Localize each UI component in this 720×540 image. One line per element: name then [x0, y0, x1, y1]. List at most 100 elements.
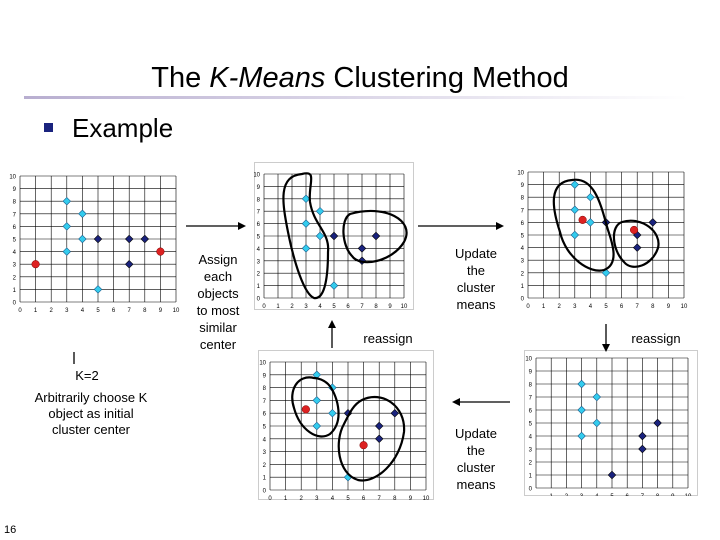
cluster-a-point	[78, 234, 87, 244]
plot-reassign: 0 1 2 3 4 5 6 7 8 9 10 0 1 2 3 4 5 6 7 8 9 10	[258, 350, 434, 500]
x-tick-label: 5	[96, 308, 100, 314]
x-tick-label: 6	[626, 494, 630, 496]
x-tick-label: 6	[362, 496, 366, 500]
label-k: K=2	[75, 368, 99, 383]
cluster-b-point	[124, 259, 134, 269]
y-tick-label: 10	[517, 171, 524, 177]
cluster-a-point	[62, 196, 72, 206]
title-italic: K-Means	[209, 62, 326, 94]
cluster-a-point	[301, 219, 311, 228]
x-tick-label: 8	[143, 308, 147, 314]
cluster-b-point	[140, 234, 150, 244]
x-tick-label: 2	[50, 308, 54, 314]
cluster-b-point	[638, 431, 647, 441]
cluster-b-point	[329, 231, 339, 241]
x-tick-label: 0	[268, 496, 272, 500]
cluster-outline	[337, 395, 406, 482]
y-tick-label: 7	[257, 210, 261, 216]
cluster-a-point	[312, 421, 322, 431]
x-tick-label: 3	[65, 308, 69, 314]
x-tick-label: 2	[290, 304, 294, 310]
y-tick-label: 7	[521, 208, 525, 214]
cluster-a-point	[577, 431, 586, 441]
centroid-point	[578, 215, 587, 224]
y-tick-label: 5	[13, 238, 17, 244]
y-tick-label: 7	[263, 399, 267, 405]
cluster-a-point	[78, 209, 87, 219]
y-tick-label: 0	[263, 489, 267, 495]
y-tick-label: 6	[13, 225, 17, 231]
x-tick-label: 1	[550, 494, 554, 496]
x-tick-label: 1	[542, 304, 546, 310]
cluster-a-point	[586, 218, 595, 227]
y-tick-label: 2	[263, 463, 267, 469]
x-tick-label: 8	[393, 496, 397, 500]
y-tick-label: 4	[13, 250, 17, 256]
label-reassign-mid: reassign	[363, 331, 413, 346]
y-tick-label: 9	[263, 373, 267, 379]
title-rule	[24, 96, 688, 99]
x-tick-label: 1	[284, 496, 288, 500]
slide-number: 16	[4, 524, 17, 536]
x-tick-label: 7	[360, 304, 364, 310]
x-tick-label: 9	[671, 494, 675, 496]
x-tick-label: 10	[685, 494, 692, 496]
x-tick-label: 0	[18, 308, 22, 314]
y-tick-label: 0	[257, 297, 261, 303]
y-tick-label: 5	[521, 234, 525, 240]
x-tick-label: 4	[318, 304, 322, 310]
x-tick-label: 7	[641, 494, 645, 496]
y-tick-label: 4	[529, 435, 533, 441]
cluster-outline	[342, 209, 408, 264]
cluster-b-point	[638, 444, 647, 454]
y-tick-label: 3	[13, 263, 17, 269]
y-tick-label: 3	[257, 259, 261, 265]
cluster-a-point	[577, 405, 586, 415]
centroid-point	[156, 247, 165, 256]
y-tick-label: 2	[521, 271, 525, 277]
cluster-a-point	[312, 396, 322, 405]
label-arbitrarily: Arbitrarily choose K object as initial c…	[34, 390, 148, 437]
x-tick-label: 8	[374, 304, 378, 310]
x-tick-label: 9	[667, 304, 671, 310]
y-tick-label: 2	[13, 275, 17, 281]
x-tick-label: 3	[580, 494, 584, 496]
x-tick-label: 3	[315, 496, 319, 500]
cluster-a-point	[315, 231, 325, 241]
cluster-b-point	[607, 470, 617, 480]
x-tick-label: 7	[378, 496, 382, 500]
cluster-b-point	[357, 244, 367, 253]
x-tick-label: 8	[656, 494, 660, 496]
y-tick-label: 3	[263, 450, 267, 456]
x-tick-label: 5	[346, 496, 350, 500]
x-tick-label: 2	[300, 496, 304, 500]
x-tick-label: 3	[573, 304, 577, 310]
x-tick-label: 8	[651, 304, 655, 310]
y-tick-label: 1	[257, 284, 261, 290]
y-tick-label: 8	[13, 200, 17, 206]
y-tick-label: 3	[521, 259, 525, 265]
x-tick-label: 6	[112, 308, 116, 314]
cluster-a-point	[62, 247, 72, 256]
y-tick-label: 2	[529, 461, 533, 467]
plot-initial: 0 1 2 3 4 5 6 7 8 9 10 0 1 2 3 4 5 6 7 8 9 10	[9, 175, 180, 315]
cluster-outline	[612, 219, 660, 268]
x-tick-label: 6	[346, 304, 350, 310]
cluster-b-point	[390, 408, 400, 418]
cluster-outline	[552, 178, 615, 272]
x-tick-label: 7	[128, 308, 132, 314]
y-tick-label: 6	[521, 221, 525, 227]
y-tick-label: 8	[263, 386, 267, 392]
y-tick-label: 10	[525, 357, 532, 363]
centroid-point	[630, 225, 639, 235]
x-tick-label: 2	[565, 494, 569, 496]
y-tick-label: 3	[529, 448, 533, 454]
cluster-a-point	[328, 408, 337, 418]
cluster-b-point	[124, 234, 134, 244]
cluster-b-point	[371, 231, 381, 241]
centroid-point	[359, 441, 368, 450]
cluster-a-point	[315, 206, 325, 216]
x-tick-label: 4	[331, 496, 335, 500]
x-tick-label: 6	[620, 304, 624, 310]
cluster-a-point	[301, 244, 311, 253]
